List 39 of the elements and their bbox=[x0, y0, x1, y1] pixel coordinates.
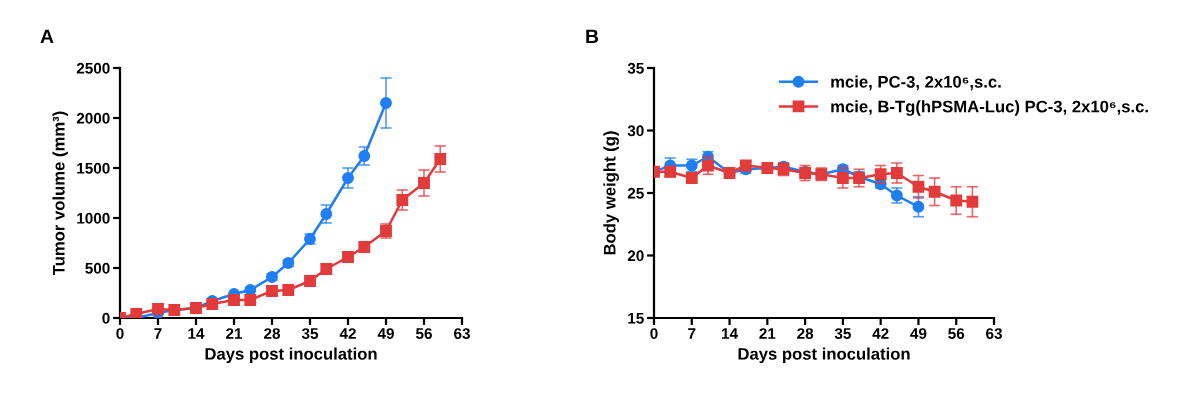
x-tick-label: 63 bbox=[986, 328, 1002, 339]
x-tick-label: 21 bbox=[226, 328, 243, 339]
x-tick-label: 56 bbox=[948, 328, 965, 339]
y-tick-label: 1500 bbox=[77, 162, 110, 174]
y-tick-label: 500 bbox=[85, 262, 110, 274]
chart-title: A bbox=[40, 29, 54, 44]
x-tick-label: 56 bbox=[415, 328, 432, 339]
chart-title: B bbox=[586, 29, 599, 44]
x-tick-label: 49 bbox=[910, 328, 927, 339]
x-axis-title: Days post inoculation bbox=[738, 347, 910, 364]
x-tick-label: 42 bbox=[872, 328, 889, 339]
y-tick-label: 20 bbox=[627, 250, 644, 262]
x-tick-label: 7 bbox=[154, 328, 162, 339]
x-tick-label: 35 bbox=[834, 328, 851, 339]
y-tick-label: 35 bbox=[627, 62, 644, 74]
legend-label: mcie, PC-3, 2x10⁶,s.c. bbox=[831, 75, 1001, 91]
x-tick-label: 63 bbox=[454, 328, 470, 339]
y-tick-label: 30 bbox=[627, 125, 644, 137]
y-tick-label: 15 bbox=[628, 313, 644, 324]
x-tick-label: 14 bbox=[722, 328, 738, 339]
x-tick-label: 35 bbox=[301, 328, 319, 339]
x-tick-label: 0 bbox=[650, 328, 658, 339]
y-axis-title: Body weight (g) bbox=[603, 131, 619, 255]
x-tick-label: 0 bbox=[116, 328, 124, 339]
x-tick-label: 28 bbox=[797, 328, 814, 339]
x-tick-label: 14 bbox=[188, 328, 205, 339]
x-axis-title: Days post inoculation bbox=[205, 347, 377, 364]
y-tick-label: 2000 bbox=[76, 112, 110, 124]
y-tick-label: 2500 bbox=[76, 62, 110, 74]
legend-label: mcie, B-Tg(hPSMA-Luc) PC-3, 2x10⁶,s.c. bbox=[831, 100, 1148, 116]
x-tick-label: 49 bbox=[377, 328, 394, 339]
y-axis-title: Tumor volume (mm³) bbox=[52, 111, 68, 276]
x-tick-label: 21 bbox=[759, 328, 776, 339]
y-tick-label: 1000 bbox=[77, 212, 110, 224]
x-tick-label: 42 bbox=[339, 328, 356, 339]
x-tick-label: 7 bbox=[688, 328, 696, 339]
x-tick-label: 28 bbox=[264, 328, 281, 339]
y-tick-label: 25 bbox=[627, 187, 644, 199]
y-tick-label: 0 bbox=[102, 312, 110, 324]
